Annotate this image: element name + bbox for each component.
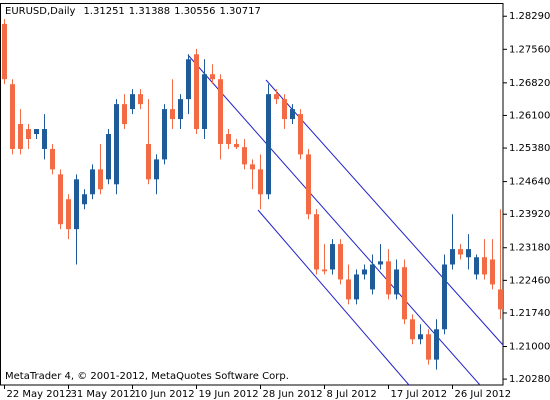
candle-body [362, 269, 367, 275]
y-tick-label: 1.26100 [509, 110, 550, 121]
candle-body [154, 159, 159, 180]
candle-body [106, 134, 111, 180]
candle-body [90, 169, 95, 195]
candle-body [282, 99, 287, 120]
candle-body [2, 23, 7, 80]
candle-body [210, 74, 215, 80]
candle-body [426, 334, 431, 360]
candle-body [186, 59, 191, 100]
quote-value: 1.31388 [129, 6, 170, 17]
candle-body [18, 124, 23, 149]
candle-body [202, 74, 207, 130]
candle-body [74, 179, 79, 230]
x-tick-label: 28 Jun 2012 [263, 389, 323, 400]
candle-body [66, 199, 71, 230]
candle-body [394, 269, 399, 295]
candle-body [490, 259, 495, 285]
candle-body [34, 129, 39, 135]
candle-body [162, 109, 167, 160]
y-tick-label: 1.23920 [509, 209, 550, 220]
candle-body [146, 143, 151, 180]
candle-body [402, 267, 407, 320]
candle-body [378, 261, 383, 265]
y-tick-label: 1.22460 [509, 275, 550, 286]
candle-body [474, 257, 479, 275]
candle-body [130, 94, 135, 110]
candle-body [10, 84, 15, 149]
y-tick-label: 1.23180 [509, 243, 550, 254]
candle-body [418, 334, 423, 340]
candle-body [298, 114, 303, 155]
candle-body [330, 244, 335, 270]
channel [187, 54, 504, 386]
candle-body [178, 99, 183, 120]
candle-body [226, 134, 231, 144]
channel-line [257, 209, 410, 386]
y-tick-label: 1.28290 [509, 11, 550, 22]
candle-body [322, 269, 327, 272]
candle-body [82, 194, 87, 205]
candle-body [266, 94, 271, 195]
candle-body [58, 174, 63, 225]
x-tick-label: 8 Jul 2012 [327, 389, 377, 400]
candle-body [50, 148, 55, 170]
candle-body [122, 104, 127, 125]
candle-body [354, 274, 359, 300]
candle-body [26, 129, 31, 140]
y-tick-label: 1.26820 [509, 78, 550, 89]
candle-body [458, 249, 463, 255]
candle-body [258, 169, 263, 195]
candle-body [482, 257, 487, 275]
candle-body [338, 244, 343, 280]
x-tick-label: 10 Jun 2012 [135, 389, 195, 400]
candle-body [194, 54, 199, 130]
candle-body [98, 169, 103, 190]
candle-body [250, 164, 255, 170]
candle-body [386, 261, 391, 295]
y-tick-label: 1.25380 [509, 143, 550, 154]
candle-body [290, 109, 295, 120]
channel-line [187, 54, 481, 386]
x-tick-label: 26 Jul 2012 [455, 389, 512, 400]
y-tick-label: 1.21740 [509, 308, 550, 319]
candle-body [306, 154, 311, 215]
y-tick-label: 1.27560 [509, 44, 550, 55]
candle-body [498, 289, 503, 310]
candle-body [450, 249, 455, 265]
y-tick-label: 1.24640 [509, 177, 550, 188]
x-tick-label: 22 May 2012 [7, 389, 72, 400]
x-tick-label: 31 May 2012 [71, 389, 136, 400]
candle-body [42, 129, 47, 149]
chart-title: EURUSD,Daily [5, 6, 76, 17]
candle-body [314, 214, 319, 270]
candle-body [466, 249, 471, 258]
candle-body [442, 264, 447, 330]
candle-body [234, 143, 239, 148]
quote-value: 1.31251 [83, 6, 124, 17]
candle-body [410, 319, 415, 340]
quote-value: 1.30717 [220, 6, 261, 17]
candle-body [346, 279, 351, 300]
candle-body [170, 109, 175, 120]
candle-body [434, 329, 439, 360]
y-tick-label: 1.20280 [509, 374, 550, 385]
channel-line [265, 79, 504, 346]
y-tick-label: 1.21000 [509, 341, 550, 352]
candle-body [218, 79, 223, 144]
candle-body [242, 147, 247, 165]
quote-value: 1.30556 [174, 6, 215, 17]
candle-body [274, 94, 279, 100]
x-tick-label: 19 Jun 2012 [199, 389, 259, 400]
candle-body [138, 94, 143, 105]
watermark: MetaTrader 4, © 2001-2012, MetaQuotes So… [5, 371, 289, 382]
x-tick-label: 17 Jul 2012 [391, 389, 448, 400]
candle-body [370, 264, 375, 290]
candle-body [114, 104, 119, 185]
